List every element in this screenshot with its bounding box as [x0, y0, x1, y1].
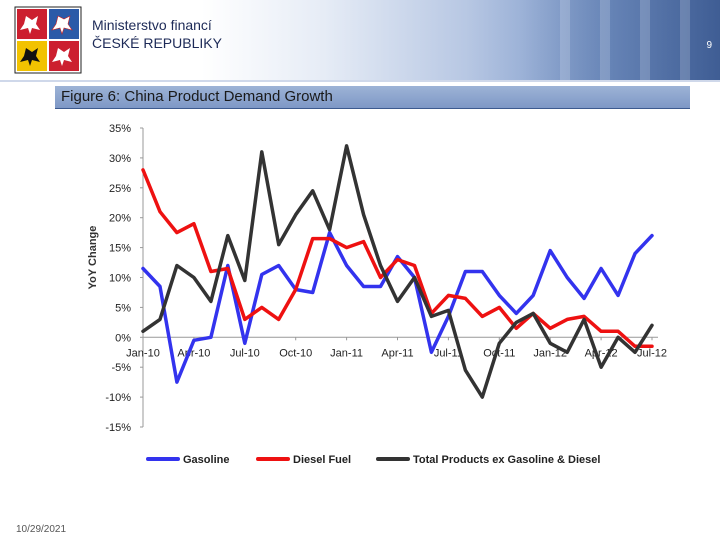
x-tick-label: Jan-11: [330, 347, 363, 359]
series-line-diesel-fuel: [141, 168, 654, 349]
ministry-line-1: Ministerstvo financí: [92, 17, 212, 33]
y-tick-label: 10%: [109, 273, 131, 285]
x-tick-label: Apr-11: [381, 347, 413, 359]
chart-legend: Gasoline Diesel Fuel Total Products ex Gas…: [146, 454, 600, 466]
y-tick-label: 0%: [115, 332, 131, 344]
chart-axes: 35% 30% 25% 20% 15% 10% 5% 0% -5% -10% -15% Jan-10 A…: [87, 123, 667, 434]
y-tick-label: -5%: [111, 362, 131, 374]
slide-date: 10/29/2021: [16, 524, 67, 535]
series-line-gasoline: [141, 230, 654, 384]
header-banner: Ministerstvo financí ČESKÉ REPUBLIKY 9: [0, 0, 720, 80]
y-tick-label: 35%: [109, 123, 131, 135]
building-column: [600, 0, 610, 80]
x-tick-label: Oct-11: [483, 347, 515, 359]
x-tick-label: Jan-10: [126, 347, 160, 359]
y-tick-label: -10%: [105, 392, 131, 404]
x-tick-label: Oct-10: [279, 347, 312, 359]
y-tick-label: 30%: [109, 153, 131, 165]
y-tick-label: -15%: [105, 422, 131, 434]
y-tick-label: 5%: [115, 302, 131, 314]
header-divider: [0, 80, 720, 82]
building-column: [680, 0, 690, 80]
x-tick-label: Jan-12: [533, 347, 567, 359]
x-tick-label: Apr-10: [177, 347, 210, 359]
legend-label-diesel-fuel: Diesel Fuel: [293, 454, 351, 466]
series-line-total-products: [141, 144, 654, 399]
chart-series: [141, 144, 654, 399]
legend-label-gasoline: Gasoline: [183, 454, 229, 466]
ministry-line-2: ČESKÉ REPUBLIKY: [92, 35, 222, 51]
coat-of-arms-icon: [14, 6, 82, 74]
figure-title: Figure 6: China Product Demand Growth: [55, 86, 690, 108]
building-backdrop: [520, 0, 720, 80]
y-tick-label: 25%: [109, 183, 131, 195]
building-column: [640, 0, 650, 80]
y-axis-title: YoY Change: [87, 226, 99, 290]
ministry-name: Ministerstvo financí ČESKÉ REPUBLIKY: [92, 16, 222, 52]
y-tick-label: 15%: [109, 243, 131, 255]
x-tick-label: Jul-12: [637, 347, 667, 359]
x-tick-label: Jul-11: [434, 347, 463, 359]
x-tick-label: Jul-10: [230, 347, 260, 359]
page-number: 9: [706, 40, 712, 51]
building-column: [560, 0, 570, 80]
figure-title-rule: [55, 108, 690, 109]
y-tick-label: 20%: [109, 213, 131, 225]
legend-label-total-products: Total Products ex Gasoline & Diesel: [413, 454, 600, 466]
